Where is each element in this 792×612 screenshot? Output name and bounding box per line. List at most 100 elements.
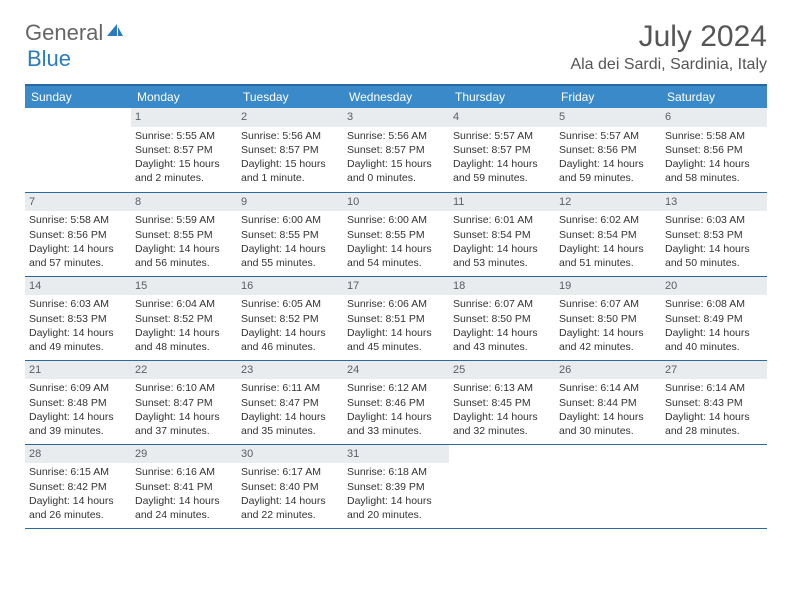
day-details: Sunrise: 5:57 AMSunset: 8:56 PMDaylight:… — [555, 127, 661, 190]
day-details: Sunrise: 6:00 AMSunset: 8:55 PMDaylight:… — [237, 211, 343, 274]
sunset-line: Sunset: 8:47 PM — [135, 396, 233, 410]
daylight-line: Daylight: 15 hours and 2 minutes. — [135, 157, 233, 185]
day-cell: 19Sunrise: 6:07 AMSunset: 8:50 PMDayligh… — [555, 276, 661, 360]
daylight-line: Daylight: 14 hours and 24 minutes. — [135, 494, 233, 522]
month-title: July 2024 — [570, 20, 767, 54]
day-details: Sunrise: 6:00 AMSunset: 8:55 PMDaylight:… — [343, 211, 449, 274]
sunset-line: Sunset: 8:55 PM — [241, 228, 339, 242]
weekday-header: Monday — [131, 85, 237, 108]
weekday-header: Saturday — [661, 85, 767, 108]
day-cell: 20Sunrise: 6:08 AMSunset: 8:49 PMDayligh… — [661, 276, 767, 360]
day-details: Sunrise: 6:07 AMSunset: 8:50 PMDaylight:… — [555, 295, 661, 358]
calendar-row: 7Sunrise: 5:58 AMSunset: 8:56 PMDaylight… — [25, 192, 767, 276]
calendar-row: 28Sunrise: 6:15 AMSunset: 8:42 PMDayligh… — [25, 444, 767, 528]
day-number: 7 — [25, 193, 131, 212]
weekday-header: Wednesday — [343, 85, 449, 108]
sunset-line: Sunset: 8:51 PM — [347, 312, 445, 326]
empty-cell: . — [449, 444, 555, 528]
sunset-line: Sunset: 8:53 PM — [665, 228, 763, 242]
daylight-line: Daylight: 14 hours and 20 minutes. — [347, 494, 445, 522]
day-details: Sunrise: 5:56 AMSunset: 8:57 PMDaylight:… — [237, 127, 343, 190]
day-cell: 8Sunrise: 5:59 AMSunset: 8:55 PMDaylight… — [131, 192, 237, 276]
sunrise-line: Sunrise: 6:18 AM — [347, 465, 445, 479]
sunset-line: Sunset: 8:50 PM — [559, 312, 657, 326]
day-number: 23 — [237, 361, 343, 380]
day-number: 26 — [555, 361, 661, 380]
sunset-line: Sunset: 8:39 PM — [347, 480, 445, 494]
sunset-line: Sunset: 8:57 PM — [241, 143, 339, 157]
title-block: July 2024 Ala dei Sardi, Sardinia, Italy — [570, 20, 767, 74]
sunrise-line: Sunrise: 6:06 AM — [347, 297, 445, 311]
day-details: Sunrise: 5:55 AMSunset: 8:57 PMDaylight:… — [131, 127, 237, 190]
day-details: Sunrise: 6:12 AMSunset: 8:46 PMDaylight:… — [343, 379, 449, 442]
day-cell: 23Sunrise: 6:11 AMSunset: 8:47 PMDayligh… — [237, 360, 343, 444]
sunrise-line: Sunrise: 6:04 AM — [135, 297, 233, 311]
daylight-line: Daylight: 14 hours and 50 minutes. — [665, 242, 763, 270]
daylight-line: Daylight: 14 hours and 45 minutes. — [347, 326, 445, 354]
day-cell: 12Sunrise: 6:02 AMSunset: 8:54 PMDayligh… — [555, 192, 661, 276]
day-details: Sunrise: 6:16 AMSunset: 8:41 PMDaylight:… — [131, 463, 237, 526]
sunrise-line: Sunrise: 5:59 AM — [135, 213, 233, 227]
day-number: 24 — [343, 361, 449, 380]
day-number: 6 — [661, 108, 767, 127]
sunset-line: Sunset: 8:48 PM — [29, 396, 127, 410]
day-number: 30 — [237, 445, 343, 464]
daylight-line: Daylight: 14 hours and 59 minutes. — [453, 157, 551, 185]
sunrise-line: Sunrise: 6:15 AM — [29, 465, 127, 479]
calendar-head: SundayMondayTuesdayWednesdayThursdayFrid… — [25, 85, 767, 108]
sunset-line: Sunset: 8:40 PM — [241, 480, 339, 494]
sunrise-line: Sunrise: 6:12 AM — [347, 381, 445, 395]
calendar-row: .1Sunrise: 5:55 AMSunset: 8:57 PMDayligh… — [25, 108, 767, 192]
sunset-line: Sunset: 8:53 PM — [29, 312, 127, 326]
day-cell: 3Sunrise: 5:56 AMSunset: 8:57 PMDaylight… — [343, 108, 449, 192]
weekday-header: Sunday — [25, 85, 131, 108]
daylight-line: Daylight: 14 hours and 42 minutes. — [559, 326, 657, 354]
daylight-line: Daylight: 14 hours and 32 minutes. — [453, 410, 551, 438]
day-number: 16 — [237, 277, 343, 296]
day-details: Sunrise: 5:56 AMSunset: 8:57 PMDaylight:… — [343, 127, 449, 190]
daylight-line: Daylight: 14 hours and 58 minutes. — [665, 157, 763, 185]
day-details: Sunrise: 5:58 AMSunset: 8:56 PMDaylight:… — [661, 127, 767, 190]
day-details: Sunrise: 6:06 AMSunset: 8:51 PMDaylight:… — [343, 295, 449, 358]
day-number: 25 — [449, 361, 555, 380]
sunrise-line: Sunrise: 6:08 AM — [665, 297, 763, 311]
sunset-line: Sunset: 8:57 PM — [347, 143, 445, 157]
day-details: Sunrise: 6:03 AMSunset: 8:53 PMDaylight:… — [25, 295, 131, 358]
daylight-line: Daylight: 14 hours and 55 minutes. — [241, 242, 339, 270]
weekday-header: Tuesday — [237, 85, 343, 108]
daylight-line: Daylight: 14 hours and 48 minutes. — [135, 326, 233, 354]
sunrise-line: Sunrise: 6:00 AM — [347, 213, 445, 227]
daylight-line: Daylight: 14 hours and 30 minutes. — [559, 410, 657, 438]
calendar-body: .1Sunrise: 5:55 AMSunset: 8:57 PMDayligh… — [25, 108, 767, 528]
day-cell: 15Sunrise: 6:04 AMSunset: 8:52 PMDayligh… — [131, 276, 237, 360]
day-number: 11 — [449, 193, 555, 212]
day-details: Sunrise: 6:03 AMSunset: 8:53 PMDaylight:… — [661, 211, 767, 274]
day-details: Sunrise: 6:02 AMSunset: 8:54 PMDaylight:… — [555, 211, 661, 274]
sunset-line: Sunset: 8:55 PM — [347, 228, 445, 242]
day-number: 20 — [661, 277, 767, 296]
day-number: 18 — [449, 277, 555, 296]
day-details: Sunrise: 5:58 AMSunset: 8:56 PMDaylight:… — [25, 211, 131, 274]
sunrise-line: Sunrise: 6:03 AM — [665, 213, 763, 227]
day-number: 9 — [237, 193, 343, 212]
sunrise-line: Sunrise: 5:56 AM — [241, 129, 339, 143]
day-details: Sunrise: 5:59 AMSunset: 8:55 PMDaylight:… — [131, 211, 237, 274]
empty-cell: . — [555, 444, 661, 528]
day-cell: 7Sunrise: 5:58 AMSunset: 8:56 PMDaylight… — [25, 192, 131, 276]
day-details: Sunrise: 6:04 AMSunset: 8:52 PMDaylight:… — [131, 295, 237, 358]
sunrise-line: Sunrise: 6:11 AM — [241, 381, 339, 395]
day-details: Sunrise: 6:10 AMSunset: 8:47 PMDaylight:… — [131, 379, 237, 442]
daylight-line: Daylight: 14 hours and 51 minutes. — [559, 242, 657, 270]
sunset-line: Sunset: 8:41 PM — [135, 480, 233, 494]
day-details: Sunrise: 5:57 AMSunset: 8:57 PMDaylight:… — [449, 127, 555, 190]
sunset-line: Sunset: 8:47 PM — [241, 396, 339, 410]
day-cell: 28Sunrise: 6:15 AMSunset: 8:42 PMDayligh… — [25, 444, 131, 528]
sunset-line: Sunset: 8:56 PM — [665, 143, 763, 157]
sunset-line: Sunset: 8:43 PM — [665, 396, 763, 410]
day-cell: 26Sunrise: 6:14 AMSunset: 8:44 PMDayligh… — [555, 360, 661, 444]
daylight-line: Daylight: 14 hours and 53 minutes. — [453, 242, 551, 270]
day-cell: 18Sunrise: 6:07 AMSunset: 8:50 PMDayligh… — [449, 276, 555, 360]
daylight-line: Daylight: 14 hours and 46 minutes. — [241, 326, 339, 354]
daylight-line: Daylight: 14 hours and 59 minutes. — [559, 157, 657, 185]
day-cell: 6Sunrise: 5:58 AMSunset: 8:56 PMDaylight… — [661, 108, 767, 192]
